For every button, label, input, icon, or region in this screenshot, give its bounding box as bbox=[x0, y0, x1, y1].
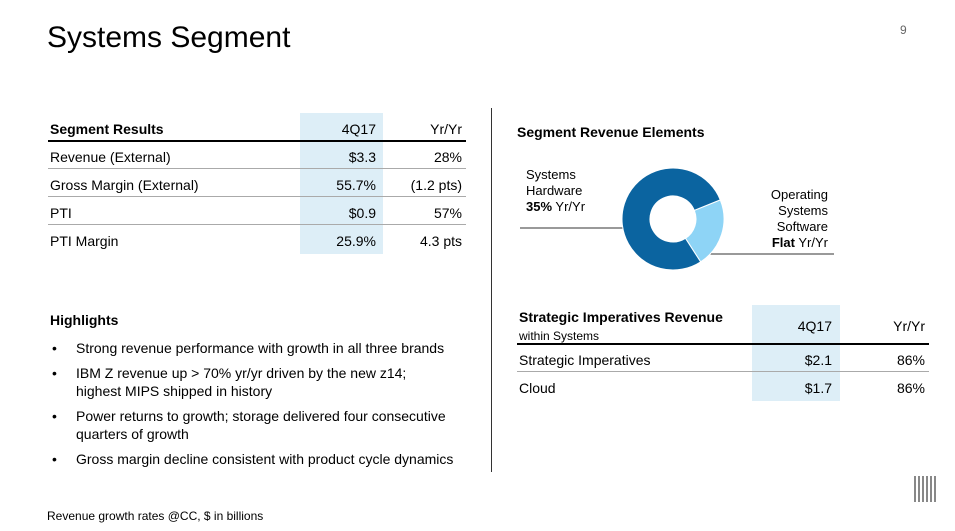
table-header: Strategic Imperatives Revenue bbox=[519, 309, 723, 325]
title: Systems Segment bbox=[47, 21, 291, 54]
cell: 28% bbox=[433, 149, 462, 165]
growth: 35% bbox=[526, 199, 553, 214]
column-highlight bbox=[752, 305, 840, 401]
cell: Gross Margin (External) bbox=[50, 177, 199, 193]
row-line bbox=[48, 196, 466, 197]
cell: 86% bbox=[896, 380, 925, 396]
row-line bbox=[48, 224, 466, 225]
highlight-text: quarters of growth bbox=[76, 426, 189, 442]
cell: $2.1 bbox=[804, 352, 832, 368]
cell: Strategic Imperatives bbox=[519, 352, 651, 368]
cell: 86% bbox=[896, 352, 925, 368]
label: Flat Yr/Yr bbox=[728, 235, 828, 251]
cell: 57% bbox=[433, 205, 462, 221]
row-line bbox=[517, 371, 929, 372]
section-title: Segment Revenue Elements bbox=[517, 124, 705, 140]
cell: (1.2 pts) bbox=[410, 177, 462, 193]
logo bbox=[914, 476, 936, 502]
cell: Cloud bbox=[519, 380, 556, 396]
highlights-title: Highlights bbox=[50, 312, 119, 328]
cell: $1.7 bbox=[804, 380, 832, 396]
divider bbox=[491, 108, 492, 472]
cell: PTI Margin bbox=[50, 233, 119, 249]
unit: Yr/Yr bbox=[555, 199, 586, 214]
page-number: 9 bbox=[900, 23, 907, 37]
cell: 4.3 pts bbox=[419, 233, 462, 249]
table-header: 4Q17 bbox=[341, 121, 376, 137]
highlight-text: highest MIPS shipped in history bbox=[76, 383, 273, 399]
column-highlight bbox=[300, 113, 383, 254]
highlight-text: Power returns to growth; storage deliver… bbox=[76, 408, 446, 424]
table-header: Yr/Yr bbox=[430, 121, 462, 137]
donut-slice bbox=[621, 167, 721, 271]
row-line bbox=[48, 168, 466, 169]
rule bbox=[517, 343, 929, 345]
label: Systems bbox=[526, 167, 576, 182]
table-header: Yr/Yr bbox=[893, 318, 925, 334]
rule bbox=[48, 140, 466, 142]
unit: Yr/Yr bbox=[798, 235, 828, 250]
footer: Revenue growth rates @CC, $ in billions bbox=[47, 509, 264, 523]
cell: Revenue (External) bbox=[50, 149, 171, 165]
label: Software bbox=[776, 219, 828, 234]
bullet: • bbox=[52, 451, 57, 467]
bullet: • bbox=[52, 408, 57, 424]
cell: $3.3 bbox=[348, 149, 376, 165]
table-header: 4Q17 bbox=[797, 318, 832, 334]
cell: 55.7% bbox=[336, 177, 376, 193]
label: Operating bbox=[770, 187, 828, 202]
bullet: • bbox=[52, 365, 57, 381]
highlight-text: IBM Z revenue up > 70% yr/yr driven by t… bbox=[76, 365, 407, 381]
cell: $0.9 bbox=[348, 205, 376, 221]
highlight-text: Strong revenue performance with growth i… bbox=[76, 340, 445, 356]
cell: 25.9% bbox=[336, 233, 376, 249]
bullet: • bbox=[52, 340, 57, 356]
table-header: Segment Results bbox=[50, 121, 164, 137]
table-subheader: within Systems bbox=[519, 329, 600, 343]
cell: PTI bbox=[50, 205, 72, 221]
label: 35% Yr/Yr bbox=[526, 199, 585, 215]
growth: Flat bbox=[771, 235, 795, 250]
label: Hardware bbox=[526, 183, 583, 198]
label: Systems bbox=[778, 203, 828, 218]
highlight-text: Gross margin decline consistent with pro… bbox=[76, 451, 454, 467]
